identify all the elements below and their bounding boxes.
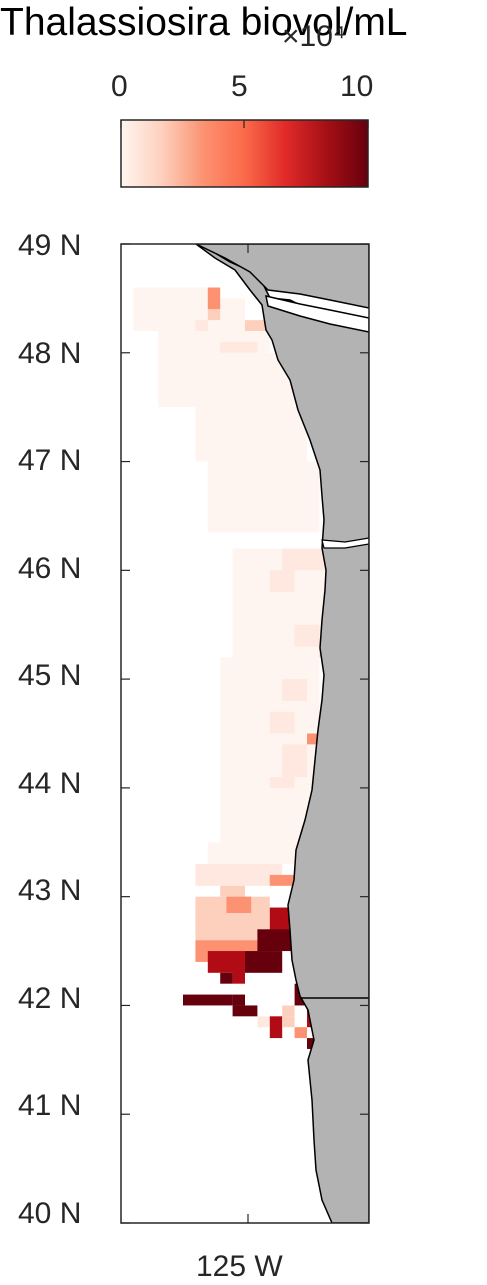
y-ticks bbox=[121, 243, 369, 1224]
data-cell bbox=[195, 864, 283, 886]
data-cell bbox=[133, 287, 221, 299]
data-cell bbox=[282, 679, 307, 701]
data-cell bbox=[207, 309, 221, 321]
data-cell bbox=[226, 896, 252, 913]
data-cell bbox=[282, 548, 332, 571]
data-cell bbox=[294, 624, 320, 647]
y-tick-label: 45 N bbox=[18, 659, 82, 692]
data-cell bbox=[220, 972, 233, 984]
y-tick-label: 46 N bbox=[18, 552, 82, 585]
y-tick-label: 47 N bbox=[18, 444, 82, 477]
map-axes bbox=[121, 244, 369, 1223]
colorbar bbox=[120, 119, 369, 188]
colorbar-tick-label: 10 bbox=[340, 70, 374, 103]
data-cell bbox=[207, 287, 221, 310]
colorbar-exponent: ×10⁴ bbox=[282, 20, 346, 53]
data-cell bbox=[269, 570, 295, 593]
y-tick-label: 49 N bbox=[18, 229, 82, 262]
data-cell bbox=[269, 874, 295, 886]
data-cell bbox=[257, 929, 295, 952]
data-cell bbox=[207, 842, 307, 865]
data-cell bbox=[220, 341, 258, 353]
data-cell bbox=[133, 298, 245, 332]
data-cell bbox=[269, 777, 295, 788]
map-frame bbox=[120, 243, 370, 1224]
island-land bbox=[195, 244, 369, 309]
data-cell bbox=[245, 320, 270, 332]
strait-water bbox=[265, 295, 369, 333]
y-tick-label: 44 N bbox=[18, 767, 82, 800]
data-cell bbox=[282, 1016, 295, 1028]
y-tick-label: 43 N bbox=[18, 874, 82, 907]
y-tick-label: 42 N bbox=[18, 982, 82, 1015]
data-cell bbox=[282, 1005, 295, 1017]
data-cell bbox=[232, 961, 245, 984]
data-cell bbox=[269, 1016, 283, 1039]
data-cell bbox=[257, 1016, 270, 1028]
estuary bbox=[321, 537, 369, 549]
y-tick-label: 48 N bbox=[18, 337, 82, 370]
data-cell bbox=[195, 407, 307, 462]
data-cell bbox=[245, 951, 283, 973]
data-cell bbox=[195, 320, 208, 332]
data-cell bbox=[294, 1027, 307, 1039]
data-cell bbox=[232, 994, 245, 1006]
y-tick-label: 41 N bbox=[18, 1089, 82, 1122]
y-tick-label: 40 N bbox=[18, 1197, 82, 1230]
chart-title: Thalassiosira biovol/mL bbox=[0, 1, 408, 44]
data-cell bbox=[269, 711, 295, 734]
x-tick-label: 125 W bbox=[196, 1250, 283, 1283]
data-cell bbox=[183, 994, 233, 1006]
data-cell bbox=[232, 1005, 258, 1017]
data-cell bbox=[282, 744, 307, 778]
data-cell bbox=[207, 461, 320, 533]
colorbar-tick-label: 0 bbox=[111, 70, 128, 103]
colorbar-tick-label: 5 bbox=[231, 70, 248, 103]
colorbar-box bbox=[120, 119, 369, 188]
data-cell bbox=[158, 352, 295, 408]
data-cell bbox=[220, 885, 245, 897]
